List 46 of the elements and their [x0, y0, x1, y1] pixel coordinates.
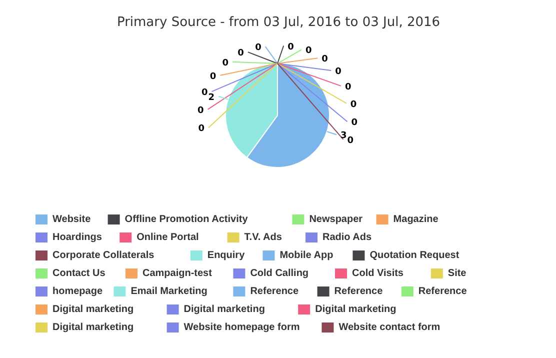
legend-label: Mobile App: [280, 250, 334, 261]
legend-label: Offline Promotion Activity: [124, 214, 248, 225]
legend-label: homepage: [52, 286, 103, 297]
legend-label: Digital marketing: [184, 304, 265, 315]
legend-label: Cold Visits: [352, 268, 404, 279]
chart-title: Primary Source - from 03 Jul, 2016 to 03 Jul, 2016: [116, 15, 440, 30]
text: 0: [210, 72, 216, 82]
legend-label: Quotation Request: [370, 250, 460, 261]
legend-label: Digital marketing: [52, 322, 134, 333]
text: 0: [322, 54, 328, 65]
text: 0: [238, 48, 244, 59]
text: 0: [288, 42, 294, 52]
text: 0: [305, 46, 312, 56]
text: 0: [198, 106, 204, 116]
legend-label: Corporate Collaterals: [52, 250, 155, 261]
legend-label: Radio Ads: [322, 232, 372, 243]
legend-label: Email Marketing: [130, 286, 208, 297]
legend-label: Campaign-test: [142, 268, 213, 279]
legend-label: Cold Calling: [250, 268, 309, 279]
legend-label: Newspaper: [309, 214, 363, 225]
legend-label: Magazine: [393, 214, 439, 225]
text: 0: [344, 82, 352, 92]
text: 0: [255, 43, 262, 54]
data-label: 3: [340, 131, 347, 142]
legend-label: Website: [52, 214, 92, 225]
text: 0: [351, 118, 358, 128]
text: 0: [201, 88, 208, 98]
data-label: 2: [208, 92, 215, 103]
legend-label: Reference: [250, 286, 299, 297]
legend-label: Contact Us: [52, 268, 106, 279]
legend-label: Hoardings: [52, 232, 102, 243]
legend-label: Website homepage form: [184, 322, 300, 333]
legend-label: Reference: [418, 286, 468, 297]
legend-label: Digital marketing: [315, 304, 396, 315]
legend-label: Enquiry: [207, 250, 246, 261]
legend-label: Digital marketing: [52, 304, 134, 315]
legend-label: Site: [448, 268, 467, 279]
legend-label: Online Portal: [136, 232, 200, 243]
text: 0: [335, 67, 342, 78]
text: 0: [222, 58, 229, 68]
text: 0: [350, 100, 357, 110]
legend-label: Reference: [334, 286, 384, 297]
text: 0: [198, 124, 205, 134]
text: 0: [347, 136, 354, 146]
legend-label: Website contact form: [338, 322, 440, 333]
legend-label: T.V. Ads: [244, 232, 282, 243]
